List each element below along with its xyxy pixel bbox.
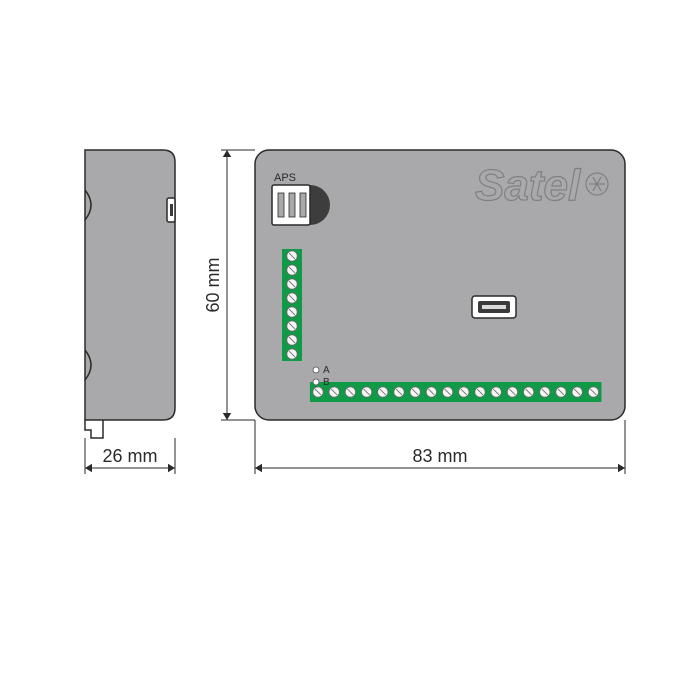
- front-view: APS Satel AB 60 mm 83 mm: [203, 150, 625, 474]
- dimension: 60 mm: [203, 150, 255, 420]
- dimension-label: 60 mm: [203, 257, 223, 312]
- led_b-icon: [313, 379, 319, 385]
- dimension: 83 mm: [255, 420, 625, 474]
- led_b-label: B: [323, 377, 330, 388]
- led_a-icon: [313, 367, 319, 373]
- dimension: 26 mm: [85, 438, 175, 474]
- led_a-label: A: [323, 365, 330, 376]
- dimension-label: 26 mm: [102, 446, 157, 466]
- technical-drawing: 26 mm APS Satel AB 60 mm 83 mm: [0, 0, 700, 700]
- dimension-label: 83 mm: [412, 446, 467, 466]
- satel-logo: Satel: [475, 161, 581, 210]
- side-view: 26 mm: [85, 150, 175, 474]
- aps-label: APS: [274, 172, 296, 184]
